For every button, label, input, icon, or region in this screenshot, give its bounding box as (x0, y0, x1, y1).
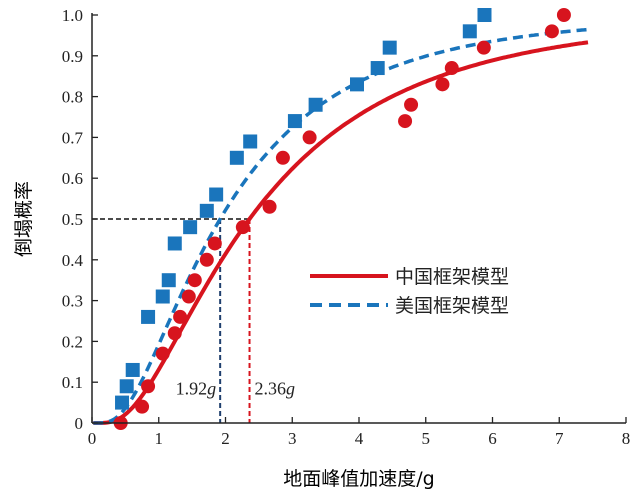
y-axis-label: 倒塌概率 (13, 181, 35, 257)
x-tick-label: 3 (288, 429, 297, 448)
cn-data-point (275, 150, 290, 165)
us-data-point (462, 24, 477, 39)
cn-data-point (444, 61, 459, 76)
y-tick-label: 0.3 (62, 292, 83, 311)
data-points (113, 8, 571, 430)
us-data-point (477, 8, 492, 22)
us-data-point (115, 395, 130, 410)
us-data-point (382, 40, 397, 55)
us-data-point (141, 309, 156, 324)
y-tick-label: 0.5 (62, 210, 83, 229)
cn-data-point (187, 273, 202, 288)
x-tick-label: 5 (422, 429, 431, 448)
cn-data-point (476, 40, 491, 55)
cn-data-point (155, 346, 170, 361)
us-data-point (229, 150, 244, 165)
y-tick-label: 0.2 (62, 332, 83, 351)
cn-data-point (181, 289, 196, 304)
y-tick-label: 0.8 (62, 88, 83, 107)
cn-data-point (556, 8, 571, 22)
us-data-point (349, 77, 364, 92)
y-tick-label: 0.9 (62, 47, 83, 66)
annotations: 1.92g 2.36g (176, 378, 295, 398)
cn-data-point (199, 252, 214, 267)
y-tick-label: 0.6 (62, 169, 83, 188)
us-data-point (161, 273, 176, 288)
x-tick-label: 4 (355, 429, 364, 448)
us-data-point (119, 379, 134, 394)
cn-data-point (262, 199, 277, 214)
y-tick-label: 0.1 (62, 373, 83, 392)
us-data-point (125, 362, 140, 377)
fit-curves (93, 27, 589, 425)
x-tick-label: 2 (221, 429, 230, 448)
x-axis-label: 地面峰值加速度/g (283, 468, 434, 490)
us-data-point (209, 187, 224, 202)
x-tick-label: 1 (155, 429, 164, 448)
us-fit-curve (93, 27, 589, 425)
cn-data-point (167, 326, 182, 341)
y-tick-label: 0 (75, 414, 84, 433)
reference-lines (92, 218, 251, 423)
median-annotation: 1.92g (176, 378, 217, 398)
cn-fit-curve (93, 40, 589, 425)
y-tick-label: 1.0 (62, 6, 83, 25)
us-data-point (308, 97, 323, 112)
y-tick-label: 0.4 (62, 251, 84, 270)
cn-data-point (207, 236, 222, 251)
x-tick-label: 7 (555, 429, 564, 448)
cn-data-point (173, 309, 188, 324)
x-tick-label: 0 (88, 429, 97, 448)
cn-data-point (404, 97, 419, 112)
us-data-point (287, 114, 302, 129)
us-data-point (370, 61, 385, 76)
median-annotation: 2.36g (255, 378, 296, 398)
axes: 0 1 2 3 4 5 6 7 8 0 0.1 0.2 0.3 0.4 0.5 0.6 0.7 0.8 0.9 1.0 (62, 6, 631, 448)
cn-data-point (141, 379, 156, 394)
legend-label: 中国框架模型 (395, 266, 509, 288)
x-tick-label: 6 (488, 429, 497, 448)
cn-data-point (435, 77, 450, 92)
y-tick-label: 0.7 (62, 128, 84, 147)
us-data-point (167, 236, 182, 251)
cn-data-point (544, 24, 559, 39)
us-data-point (243, 134, 258, 149)
cn-data-point (398, 114, 413, 129)
us-data-point (155, 289, 170, 304)
cn-data-point (302, 130, 317, 145)
us-data-point (183, 220, 198, 235)
cn-data-point (235, 220, 250, 235)
legend-label: 美国框架模型 (395, 295, 509, 317)
us-data-point (199, 203, 214, 218)
cn-data-point (135, 399, 150, 414)
x-tick-label: 8 (622, 429, 631, 448)
